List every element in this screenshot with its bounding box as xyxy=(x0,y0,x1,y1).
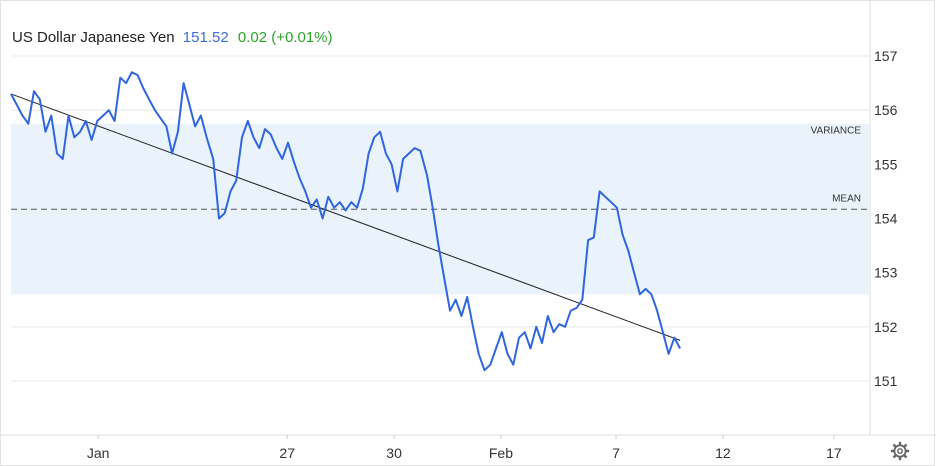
x-tick-label: Feb xyxy=(489,445,513,461)
gear-icon[interactable] xyxy=(889,440,911,462)
x-tick-label: 12 xyxy=(715,445,731,461)
x-tick-label: 30 xyxy=(386,445,402,461)
last-price: 151.52 xyxy=(182,29,229,46)
y-tick-label: 154 xyxy=(874,211,898,227)
x-tick-label: 7 xyxy=(612,445,620,461)
instrument-name: US Dollar Japanese Yen xyxy=(12,29,175,46)
y-tick-label: 151 xyxy=(874,373,898,389)
y-tick-label: 153 xyxy=(874,265,898,281)
x-tick-label: Jan xyxy=(87,445,110,461)
price-change: 0.02 (+0.01%) xyxy=(237,29,333,46)
y-tick-label: 157 xyxy=(874,48,898,64)
chart-header: US Dollar Japanese Yen 151.52 0.02 (+0.0… xyxy=(12,29,333,46)
y-tick-label: 152 xyxy=(874,319,898,335)
y-tick-label: 156 xyxy=(874,102,898,118)
y-tick-label: 155 xyxy=(874,156,898,172)
x-axis: Jan 27 30 Feb 7 12 17 xyxy=(87,435,842,461)
x-tick-label: 17 xyxy=(826,445,842,461)
series-line-0 xyxy=(10,71,681,372)
trend-line xyxy=(10,93,681,341)
y-axis: 151 152 153 154 155 156 157 xyxy=(874,48,898,389)
mean-label: MEAN xyxy=(832,193,861,204)
x-tick-label: 27 xyxy=(279,445,295,461)
series-layer xyxy=(10,71,681,372)
variance-label: VARIANCE xyxy=(811,126,862,137)
